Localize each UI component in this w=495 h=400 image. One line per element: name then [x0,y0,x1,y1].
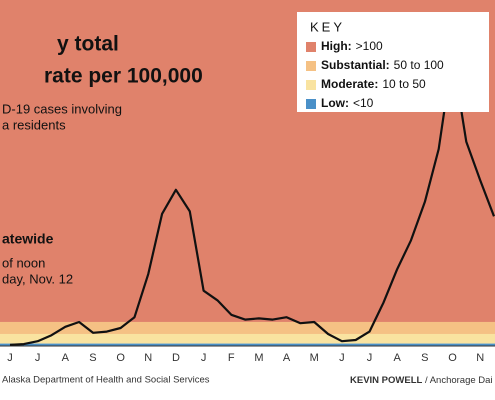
band [0,343,495,346]
x-tick-label: O [448,352,457,364]
key-name: Moderate: [321,77,378,91]
x-tick-label: F [228,352,235,364]
key-box [297,12,489,112]
source: Alaska Department of Health and Social S… [2,375,210,386]
key-name: Substantial: [321,58,390,72]
annotation: atewide [2,231,54,247]
x-tick-label: J [7,352,13,364]
subtitle: D-19 cases involving [2,101,122,116]
annotation: of noon [2,255,45,270]
data-line [9,54,495,346]
x-tick-label: J [339,352,345,364]
key-label: Moderate: 10 to 50 [321,77,426,91]
x-tick-label: J [367,352,373,364]
annotation: day, Nov. 12 [2,271,73,286]
key-swatch [306,99,316,109]
x-tick-label: N [476,352,484,364]
x-tick-label: J [201,352,207,364]
credit-name: KEVIN POWELL [350,375,423,386]
x-tick-label: N [144,352,152,364]
key-swatch [306,80,316,90]
key-label: Substantial: 50 to 100 [321,58,444,72]
key-title: KEY [310,19,345,34]
key: High: >100 Substantial: 50 to 100 Moderate: 1… [306,39,444,110]
key-name: Low: [321,96,349,110]
x-tick-label: M [310,352,319,364]
key-range: >100 [356,39,383,53]
band [0,333,495,344]
key-label: Low: <10 [321,96,374,110]
key-name: High: [321,39,352,53]
x-tick-label: M [254,352,263,364]
key-label: High: >100 [321,39,383,53]
title-line: y total [57,33,119,56]
x-tick-label: A [62,352,70,364]
key-range: <10 [353,96,374,110]
key-swatch [306,42,316,52]
x-tick-label: O [116,352,125,364]
x-tick-label: A [283,352,291,364]
x-tick-label: S [421,352,428,364]
credit-outlet: / Anchorage Dai [422,375,492,386]
key-swatch [306,61,316,71]
subtitle: a residents [2,117,66,132]
credit: KEVIN POWELL / Anchorage Dai [350,375,493,386]
x-tick-label: S [89,352,96,364]
x-tick-label: D [172,352,180,364]
x-tick-label: A [394,352,402,364]
key-range: 10 to 50 [382,77,426,91]
key-range: 50 to 100 [394,58,444,72]
x-tick-label: J [35,352,41,364]
title-line: rate per 100,000 [44,65,203,88]
